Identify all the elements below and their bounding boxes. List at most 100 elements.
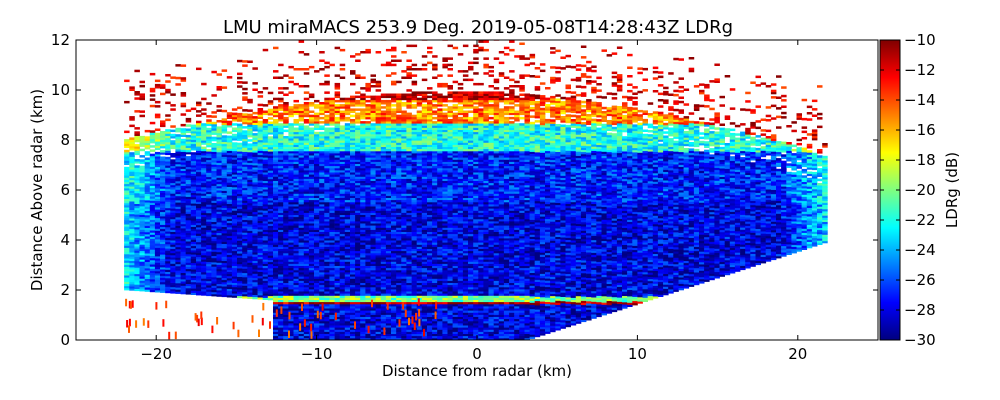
heatmap-cell: [319, 267, 325, 271]
heatmap-cell: [355, 218, 361, 222]
heatmap-cell: [375, 136, 382, 139]
heatmap-cell: [252, 235, 258, 238]
heatmap-cell: [288, 303, 294, 307]
heatmap-cell: [298, 182, 305, 186]
heatmap-cell: [257, 116, 264, 119]
heatmap-cell: [303, 261, 310, 264]
heatmap-cell: [185, 281, 192, 284]
heatmap-cell: [252, 194, 258, 198]
heatmap-cell: [267, 144, 274, 148]
heatmap-cell: [262, 187, 269, 190]
heatmap-cell: [344, 333, 351, 337]
heatmap-cell: [242, 191, 248, 195]
heatmap-cell: [360, 323, 366, 326]
heatmap-cell: [314, 218, 320, 222]
heatmap-cell: [231, 284, 238, 288]
heatmap-cell: [344, 263, 351, 266]
heatmap-cell: [175, 138, 181, 141]
heatmap-cell: [344, 204, 351, 207]
heatmap-cell: [175, 219, 181, 222]
heatmap-cell: [185, 275, 192, 278]
heatmap-cell: [375, 318, 382, 322]
heatmap-cell: [375, 172, 382, 175]
heatmap-cell: [293, 274, 299, 277]
heatmap-cell: [339, 286, 346, 290]
heatmap-cell: [216, 183, 222, 187]
heatmap-cell: [221, 286, 228, 289]
heatmap-cell: [278, 155, 284, 158]
heatmap-cell: [370, 184, 376, 188]
heatmap-cell: [175, 180, 181, 184]
heatmap-cell: [165, 286, 171, 289]
heatmap-cell: [344, 269, 351, 273]
heatmap-cell: [247, 279, 253, 282]
heatmap-cell: [262, 244, 269, 247]
heatmap-cell: [380, 263, 387, 266]
heatmap-cell: [144, 272, 151, 275]
heatmap-cell: [283, 289, 289, 292]
heatmap-cell: [360, 187, 366, 190]
heatmap-cell: [201, 252, 207, 256]
heatmap-cell: [283, 314, 289, 317]
heatmap-cell: [344, 303, 351, 307]
heatmap-cell: [293, 333, 299, 337]
heatmap-cell: [221, 203, 228, 206]
heatmap-cell: [149, 170, 156, 174]
heatmap-cell: [385, 318, 392, 322]
heatmap-cell: [380, 276, 387, 279]
heatmap-cell: [308, 131, 315, 135]
heatmap-cell: [252, 286, 258, 289]
heatmap-cell: [206, 129, 212, 133]
heatmap-cell: [319, 161, 325, 164]
heatmap-cell: [180, 281, 187, 284]
heatmap-cell: [334, 323, 341, 326]
heatmap-cell: [288, 187, 294, 190]
heatmap-cell: [293, 187, 299, 190]
heatmap-cell: [267, 246, 274, 250]
heatmap-cell: [160, 267, 166, 270]
heatmap-cell: [308, 312, 315, 315]
heatmap-cell: [298, 119, 305, 122]
heatmap-cell: [339, 146, 346, 150]
heatmap-cell: [298, 125, 305, 128]
heatmap-cell: [365, 238, 371, 241]
heatmap-cell: [329, 276, 335, 279]
heatmap-cell: [375, 161, 382, 164]
heatmap-cell: [365, 184, 371, 188]
heatmap-cell: [314, 272, 320, 275]
heatmap-cell: [154, 177, 161, 180]
heatmap-cell: [190, 286, 197, 289]
heatmap-cell: [149, 257, 156, 261]
heatmap-cell: [242, 81, 248, 84]
heatmap-cell: [298, 216, 305, 220]
heatmap-cell: [124, 232, 130, 236]
heatmap-cell: [170, 235, 176, 239]
heatmap-cell: [314, 133, 320, 137]
heatmap-cell: [252, 288, 258, 291]
heatmap-cell: [339, 127, 346, 130]
heatmap-cell: [257, 150, 264, 153]
heatmap-cell: [267, 159, 274, 163]
heatmap-cell: [350, 255, 356, 258]
heatmap-cell: [283, 278, 289, 281]
heatmap-cell: [303, 337, 310, 340]
heatmap-cell: [273, 174, 279, 177]
heatmap-cell: [350, 233, 356, 237]
heatmap-cell: [273, 272, 279, 275]
heatmap-cell: [380, 320, 387, 324]
heatmap-cell: [129, 116, 135, 119]
heatmap-cell: [170, 291, 176, 294]
heatmap-cell: [267, 253, 274, 256]
heatmap-cell: [329, 286, 335, 290]
heatmap-cell: [370, 136, 376, 139]
heatmap-cell: [339, 242, 346, 245]
heatmap-cell: [226, 150, 233, 153]
heatmap-cell: [262, 223, 269, 226]
heatmap-cell: [216, 168, 222, 172]
heatmap-cell: [154, 164, 161, 168]
heatmap-cell: [339, 235, 346, 239]
heatmap-cell: [221, 241, 228, 244]
heatmap-cell: [149, 219, 156, 222]
heatmap-cell: [216, 215, 222, 219]
heatmap-cell: [293, 312, 299, 315]
